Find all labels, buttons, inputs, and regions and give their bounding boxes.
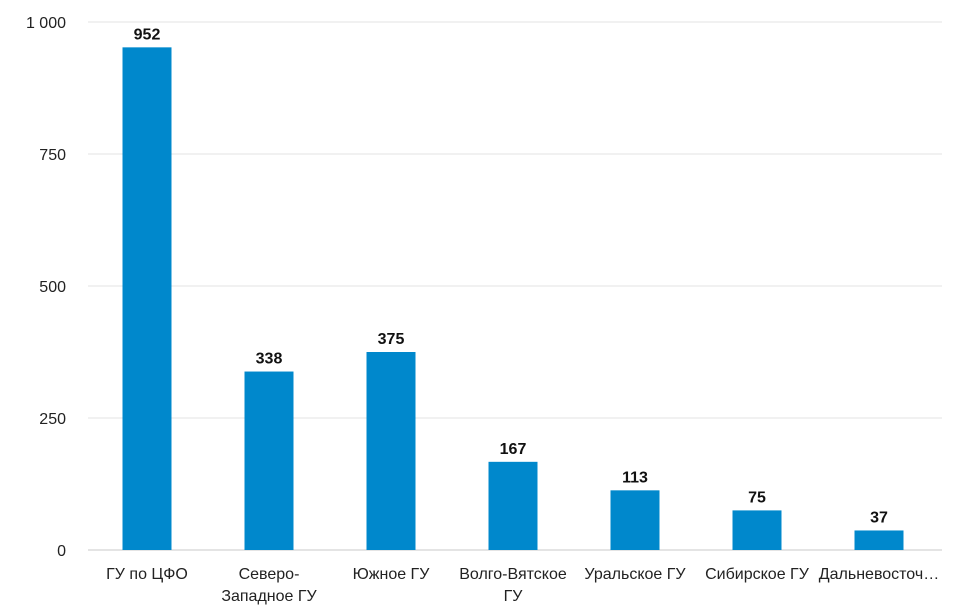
x-tick-label-line: Волго-Вятское bbox=[459, 566, 567, 583]
x-tick-label: Южное ГУ bbox=[353, 566, 431, 583]
bar bbox=[732, 510, 782, 550]
data-label: 37 bbox=[870, 509, 888, 526]
gridlines bbox=[88, 21, 942, 551]
x-tick-label-line: Южное ГУ bbox=[353, 566, 431, 583]
x-tick-label-line: ГУ по ЦФО bbox=[106, 566, 188, 583]
bars bbox=[122, 47, 904, 551]
data-label: 113 bbox=[622, 469, 648, 486]
bar bbox=[366, 352, 416, 550]
y-axis-ticks: 0 250 500 750 1 000 bbox=[26, 15, 66, 560]
x-tick-label: Сибирское ГУ bbox=[705, 566, 810, 583]
bar bbox=[610, 490, 660, 550]
data-label: 375 bbox=[378, 331, 405, 348]
y-tick-label: 0 bbox=[57, 543, 66, 560]
x-tick-label: ГУ по ЦФО bbox=[106, 566, 188, 583]
data-label: 338 bbox=[256, 351, 283, 368]
data-label: 167 bbox=[500, 441, 527, 458]
y-tick-label: 1 000 bbox=[26, 15, 66, 32]
x-tick-label-line: Уральское ГУ bbox=[584, 566, 686, 583]
data-label: 75 bbox=[748, 489, 766, 506]
x-tick-label-line: Западное ГУ bbox=[221, 588, 317, 605]
x-tick-label-line: ГУ bbox=[504, 588, 524, 605]
x-tick-label-line: Сибирское ГУ bbox=[705, 566, 810, 583]
x-tick-label: Дальневосточ… bbox=[819, 566, 939, 583]
data-labels: 952 338 375 167 113 75 37 bbox=[134, 26, 888, 526]
x-tick-label-line: Дальневосточ… bbox=[819, 566, 939, 583]
x-tick-label: Волго-Вятское ГУ bbox=[459, 566, 567, 605]
bar bbox=[244, 371, 294, 550]
x-tick-label-line: Северо- bbox=[239, 566, 300, 583]
x-tick-label: Северо- Западное ГУ bbox=[221, 566, 317, 605]
data-label: 952 bbox=[134, 26, 161, 43]
x-axis-categories: ГУ по ЦФО Северо- Западное ГУ Южное ГУ Волго… bbox=[106, 566, 939, 605]
y-tick-label: 750 bbox=[39, 147, 66, 164]
y-tick-label: 500 bbox=[39, 279, 66, 296]
bar bbox=[488, 461, 538, 550]
bar bbox=[854, 530, 904, 550]
x-tick-label: Уральское ГУ bbox=[584, 566, 686, 583]
bar bbox=[122, 47, 172, 551]
y-tick-label: 250 bbox=[39, 411, 66, 428]
